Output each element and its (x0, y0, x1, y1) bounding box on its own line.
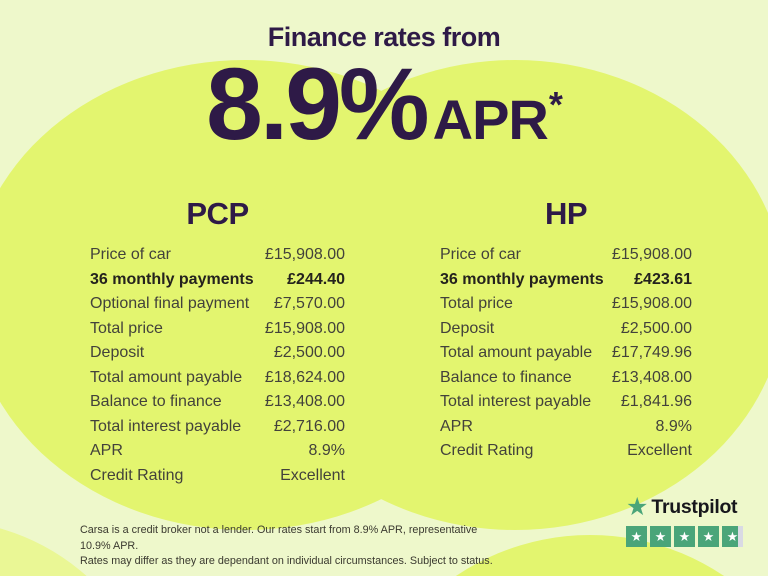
row-value: £13,408.00 (264, 393, 345, 411)
hp-title: HP (544, 196, 588, 231)
star-icon: ★ (674, 526, 695, 547)
headline-rate: 8.9% APR* (0, 53, 768, 155)
table-row: Price of car £15,908.00 (90, 243, 345, 268)
row-value: £17,749.96 (611, 344, 692, 362)
table-row: 36 monthly payments £244.40 (90, 268, 345, 293)
row-label: Deposit (440, 319, 495, 337)
table-row: Total price £15,908.00 (90, 317, 345, 342)
table-row: Balance to finance £13,408.00 (90, 390, 345, 415)
table-row: Total amount payable £17,749.96 (440, 341, 692, 366)
row-label: 36 monthly payments (440, 270, 604, 288)
row-label: Total interest payable (440, 393, 592, 411)
row-label: Total price (440, 295, 513, 313)
row-label: Credit Rating (440, 442, 534, 460)
row-value: £2,500.00 (620, 319, 692, 337)
row-label: 36 monthly payments (90, 270, 254, 288)
pcp-table: PCP Price of car £15,908.00 36 monthly p… (90, 196, 345, 488)
row-label: Credit Rating (90, 466, 184, 484)
table-row: APR 8.9% (90, 439, 345, 464)
table-row: Total interest payable £2,716.00 (90, 415, 345, 440)
row-value: £2,716.00 (273, 417, 345, 435)
row-label: Price of car (440, 246, 521, 264)
row-label: APR (440, 417, 473, 435)
disclaimer-line-1: Carsa is a credit broker not a lender. O… (80, 524, 478, 552)
row-label: Deposit (90, 344, 145, 362)
trustpilot-wordmark: Trustpilot (651, 496, 738, 518)
row-value: £13,408.00 (611, 368, 692, 386)
row-value: £15,908.00 (611, 246, 692, 264)
table-row: APR 8.9% (440, 415, 692, 440)
table-row: Total interest payable £1,841.96 (440, 390, 692, 415)
star-icon: ★ (698, 526, 719, 547)
row-value: £15,908.00 (264, 246, 345, 264)
row-label: APR (90, 442, 123, 460)
lime-circle-right (245, 60, 768, 530)
table-row: Price of car £15,908.00 (440, 243, 692, 268)
row-value: £2,500.00 (273, 344, 345, 362)
star-icon: ★ (650, 526, 671, 547)
row-label: Total interest payable (90, 417, 242, 435)
trustpilot-star-icon: ★ (626, 493, 649, 521)
pcp-title: PCP (186, 196, 249, 231)
row-value: Excellent (627, 442, 692, 460)
row-label: Total amount payable (440, 344, 593, 362)
row-value: £18,624.00 (264, 368, 345, 386)
row-value: 8.9% (655, 417, 692, 435)
apr-label: APR (432, 88, 549, 151)
table-row: Optional final payment £7,570.00 (90, 292, 345, 317)
rate-value: 8.9% (206, 47, 429, 161)
row-value: 8.9% (308, 442, 345, 460)
trustpilot-widget: ★ Trustpilot ★ ★ ★ ★ ★ (626, 495, 750, 547)
table-row: 36 monthly payments £423.61 (440, 268, 692, 293)
banner-title: Finance rates from (267, 22, 501, 52)
table-row: Total price £15,908.00 (440, 292, 692, 317)
table-row: Balance to finance £13,408.00 (440, 366, 692, 391)
apr-asterisk: * (548, 84, 563, 125)
row-value: £15,908.00 (611, 295, 692, 313)
row-label: Balance to finance (440, 368, 572, 386)
row-label: Total price (90, 319, 163, 337)
table-row: Deposit £2,500.00 (90, 341, 345, 366)
row-value: £244.40 (287, 270, 345, 288)
row-value: £15,908.00 (264, 319, 345, 337)
table-row: Credit Rating Excellent (90, 464, 345, 489)
row-value: £423.61 (634, 270, 692, 288)
trustpilot-logo: ★ Trustpilot (626, 495, 750, 520)
row-value: £7,570.00 (273, 295, 345, 313)
table-row: Deposit £2,500.00 (440, 317, 692, 342)
star-icon-partial: ★ (722, 526, 743, 547)
legal-disclaimer: Carsa is a credit broker not a lender. O… (80, 523, 510, 570)
row-label: Balance to finance (90, 393, 222, 411)
star-icon: ★ (626, 526, 647, 547)
disclaimer-line-2: Rates may differ as they are dependant o… (80, 555, 493, 567)
row-label: Optional final payment (90, 295, 250, 313)
trustpilot-rating-stars: ★ ★ ★ ★ ★ (626, 526, 750, 547)
row-label: Price of car (90, 246, 171, 264)
row-value: £1,841.96 (620, 393, 692, 411)
row-label: Total amount payable (90, 368, 243, 386)
row-value: Excellent (280, 466, 345, 484)
hp-table: HP Price of car £15,908.00 36 monthly pa… (440, 196, 692, 464)
table-row: Total amount payable £18,624.00 (90, 366, 345, 391)
table-row: Credit Rating Excellent (440, 439, 692, 464)
